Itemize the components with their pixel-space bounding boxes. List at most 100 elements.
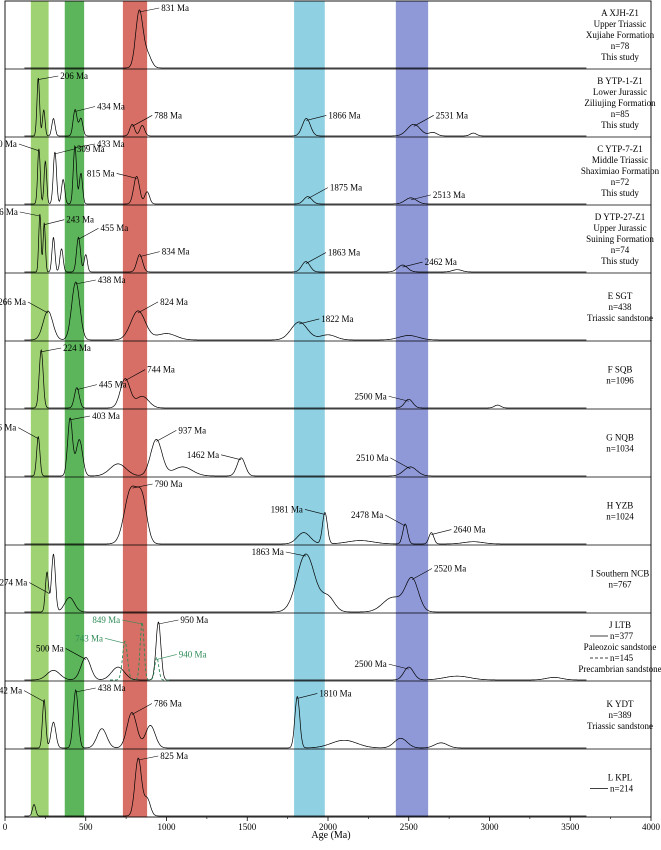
age-spectrum-solid — [24, 485, 587, 545]
panel-title: C YTP-7-Z1 — [597, 144, 642, 154]
peak-label: 788 Ma — [154, 110, 182, 120]
annotation-arrow — [44, 219, 65, 225]
peak-label: 1875 Ma — [330, 183, 362, 193]
annotation-arrow — [305, 252, 327, 264]
x-axis-label: Age (Ma) — [311, 830, 350, 841]
panel-2: 206 Ma 434 Ma 788 Ma 1866 Ma 2531 Ma B YTP-1-… — [5, 68, 656, 137]
panel-label: Xujiahe Formation — [586, 30, 655, 40]
panel-label: n=72 — [611, 177, 630, 187]
peak-annotation: 834 Ma — [139, 247, 189, 257]
peak-label: 1810 Ma — [319, 688, 351, 698]
peak-label: 849 Ma — [92, 615, 120, 625]
age-spectrum-solid — [24, 349, 587, 409]
peak-label: 2531 Ma — [436, 110, 468, 120]
peak-annotation: 825 Ma — [138, 751, 188, 761]
annotation-arrow — [402, 261, 423, 268]
peak-label: 266 Ma — [0, 297, 26, 307]
annotation-arrow — [23, 690, 45, 702]
peak-annotation: 274 Ma — [0, 578, 50, 594]
peak-label: 206 Ma — [60, 71, 88, 81]
panel-5: 266 Ma 438 Ma 824 Ma 1822 Ma E SGTn=438Trias… — [0, 272, 653, 341]
peak-label: 403 Ma — [92, 411, 120, 421]
peak-label: 309 Ma — [77, 144, 105, 154]
annotation-arrow — [137, 301, 159, 314]
peak-label: 274 Ma — [0, 578, 27, 588]
panel-title: B YTP-1-Z1 — [597, 76, 642, 86]
peak-label: 2510 Ma — [356, 453, 388, 463]
peak-label: 2520 Ma — [434, 563, 466, 573]
peak-label: 216 Ma — [0, 207, 18, 217]
panel-4: 216 Ma 243 Ma 455 Ma 834 Ma 1863 Ma 2462 Ma D … — [0, 204, 654, 273]
age-spectrum-solid — [24, 213, 587, 273]
peak-annotation: 950 Ma — [158, 615, 208, 625]
panel-7: 206 Ma 403 Ma 937 Ma 1462 Ma 2510 Ma G NQBn=1… — [0, 408, 651, 477]
annotation-arrow — [304, 509, 326, 515]
peak-annotation: 206 Ma — [38, 71, 88, 81]
peak-annotation: 788 Ma — [132, 110, 182, 127]
legend-label: n=214 — [610, 784, 634, 794]
peak-annotation: 243 Ma — [44, 215, 94, 225]
peak-label: 1462 Ma — [187, 450, 219, 460]
peak-annotation: 1875 Ma — [307, 183, 362, 199]
annotation-arrow — [18, 143, 40, 152]
peak-label: 825 Ma — [160, 751, 188, 761]
peak-annotation: 2531 Ma — [413, 110, 468, 127]
panel-11: 242 Ma 438 Ma 786 Ma 1810 Ma K YDTn=389Trias… — [0, 680, 653, 749]
peak-annotation: 849 Ma — [92, 615, 143, 625]
annotation-arrow — [411, 568, 433, 580]
annotation-arrow — [221, 454, 242, 461]
peak-label: 831 Ma — [161, 3, 189, 13]
annotation-arrow — [132, 115, 153, 127]
peak-annotation: 210 Ma — [0, 139, 40, 152]
peak-label: 433 Ma — [97, 139, 125, 149]
annotation-arrow — [41, 347, 62, 353]
annotation-arrow — [285, 551, 306, 557]
annotation-arrow — [299, 318, 320, 325]
panel-label: Upper Jurassic — [593, 223, 646, 233]
peak-annotation: 266 Ma — [0, 297, 49, 314]
peak-annotation: 1866 Ma — [306, 110, 361, 121]
peak-label: 500 Ma — [36, 643, 64, 653]
annotation-arrow — [75, 106, 96, 112]
peak-annotation: 1822 Ma — [299, 314, 354, 325]
peak-label: 937 Ma — [178, 425, 206, 435]
annotation-arrow — [116, 173, 137, 179]
panel-label: Ziliujing Formation — [584, 98, 656, 108]
panel-title: L KPL — [608, 773, 632, 783]
peak-annotation: 2500 Ma — [355, 659, 409, 670]
peak-label: 1863 Ma — [328, 248, 360, 258]
panel-title: J LTB — [609, 620, 631, 630]
peak-label: 786 Ma — [154, 699, 182, 709]
peak-annotation: 224 Ma — [41, 343, 91, 353]
peak-label: 438 Ma — [98, 683, 126, 693]
panel-label: n=389 — [608, 710, 632, 720]
panel-label: n=1024 — [606, 512, 634, 522]
peak-label: 1981 Ma — [271, 504, 303, 514]
peak-annotation: 2640 Ma — [431, 525, 486, 535]
annotation-arrow — [390, 457, 411, 470]
age-spectrum-dashed — [110, 621, 171, 681]
peak-label: 790 Ma — [155, 479, 183, 489]
x-tick-label: 2500 — [400, 822, 419, 832]
panel-label: Shaximiao Formation — [581, 166, 660, 176]
peak-label: 940 Ma — [179, 649, 207, 659]
annotation-arrow — [413, 115, 434, 127]
annotation-arrow — [156, 654, 177, 660]
panel-label: This study — [601, 188, 639, 198]
age-spectrum-solid — [24, 757, 587, 817]
age-spectrum-solid — [24, 621, 587, 681]
x-tick-label: 4000 — [642, 822, 661, 832]
peak-annotation: 1981 Ma — [271, 504, 326, 515]
x-axis: 0 500 1000 1500 2000 2500 3000 3500 4000 — [3, 817, 661, 832]
peak-annotation: 790 Ma — [132, 479, 183, 489]
peak-annotation: 242 Ma — [0, 686, 45, 702]
peak-label: 210 Ma — [0, 139, 17, 149]
panel-label: Triassic sandstone — [587, 313, 653, 323]
panel-title: F SQB — [608, 365, 633, 375]
peak-annotation: 434 Ma — [75, 102, 125, 112]
